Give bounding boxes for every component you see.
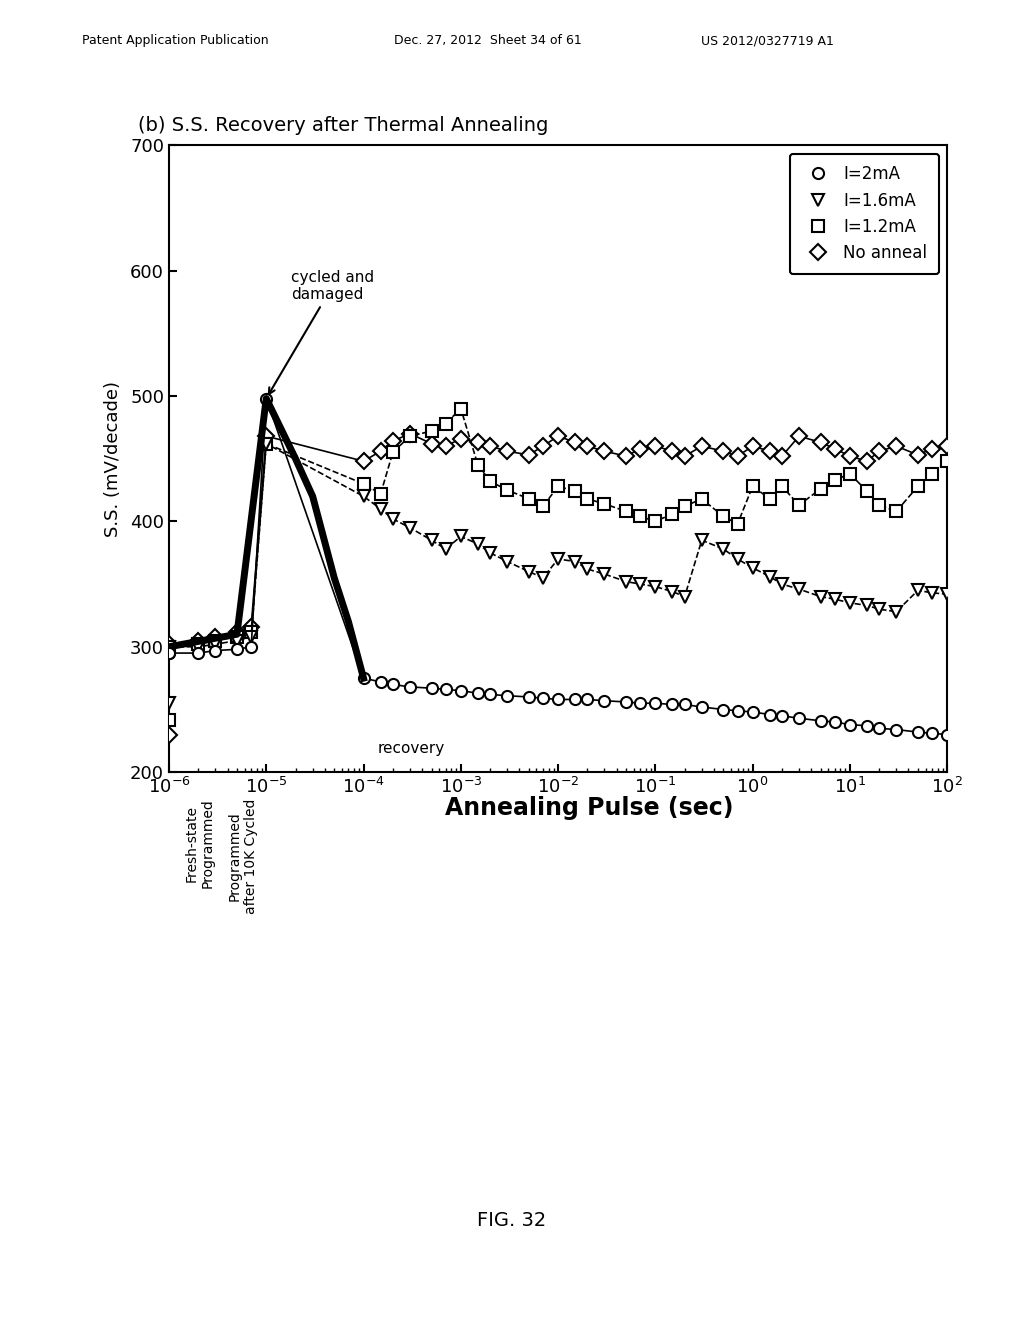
Text: Fresh-state
Programmed: Fresh-state Programmed	[184, 799, 215, 888]
Text: FIG. 32: FIG. 32	[477, 1212, 547, 1230]
Text: Dec. 27, 2012  Sheet 34 of 61: Dec. 27, 2012 Sheet 34 of 61	[394, 34, 582, 48]
Text: Annealing Pulse (sec): Annealing Pulse (sec)	[444, 796, 733, 820]
Text: Programmed
after 10K Cycled: Programmed after 10K Cycled	[227, 799, 258, 913]
Text: (b) S.S. Recovery after Thermal Annealing: (b) S.S. Recovery after Thermal Annealin…	[138, 116, 549, 135]
Text: cycled and
damaged: cycled and damaged	[269, 269, 374, 395]
Text: recovery: recovery	[378, 741, 445, 756]
Text: US 2012/0327719 A1: US 2012/0327719 A1	[701, 34, 835, 48]
Y-axis label: S.S. (mV/decade): S.S. (mV/decade)	[103, 380, 122, 537]
Text: Patent Application Publication: Patent Application Publication	[82, 34, 268, 48]
Legend: I=2mA, I=1.6mA, I=1.2mA, No anneal: I=2mA, I=1.6mA, I=1.2mA, No anneal	[790, 153, 939, 273]
